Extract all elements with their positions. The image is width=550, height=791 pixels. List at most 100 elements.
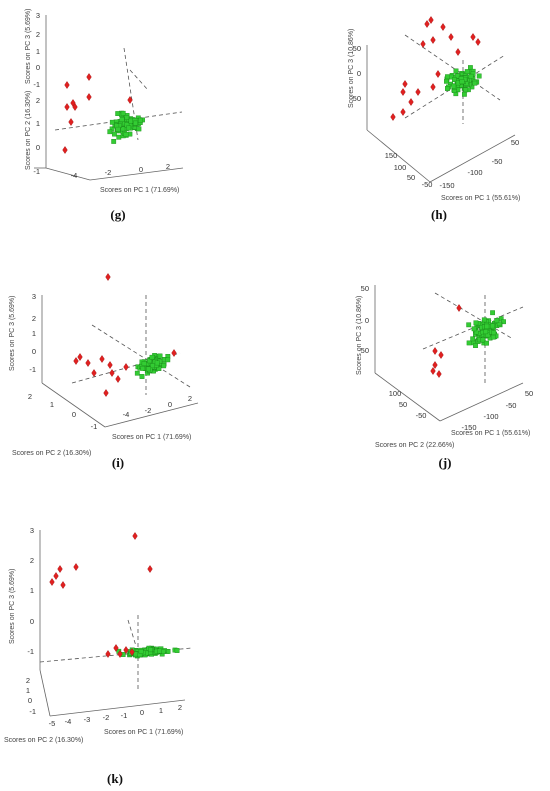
diamond-marker xyxy=(86,73,92,81)
square-marker xyxy=(463,87,469,93)
tick-label: 50 xyxy=(399,400,407,409)
square-marker xyxy=(126,125,132,131)
square-marker xyxy=(132,120,138,126)
square-marker xyxy=(481,317,487,323)
square-marker xyxy=(140,365,146,371)
tick-label: 1 xyxy=(30,586,34,595)
square-marker xyxy=(124,114,130,120)
square-marker xyxy=(454,73,460,79)
y-axis-line xyxy=(39,669,51,717)
square-marker xyxy=(115,126,121,132)
tick-label: -2 xyxy=(145,406,152,415)
square-marker xyxy=(111,138,117,144)
diamond-marker xyxy=(123,646,129,654)
tick-label: 0 xyxy=(168,400,172,409)
chart-h: 50 0 -50 150 100 50 -50 -150 -100 -50 50… xyxy=(348,16,520,202)
square-marker xyxy=(459,79,465,85)
x-axis-label: Scores on PC 1 (71.69%) xyxy=(104,729,183,736)
diamond-marker xyxy=(105,650,111,658)
diamond-marker xyxy=(91,369,97,377)
diamond-marker xyxy=(99,355,105,363)
square-marker xyxy=(146,366,151,372)
tick-label: -50 xyxy=(358,346,369,355)
y-axis-label: Scores on PC 2 (16.30%) xyxy=(4,737,83,744)
caption-g: (g) xyxy=(110,207,126,222)
caption-k: (k) xyxy=(107,771,123,786)
pc-axis-dashed xyxy=(434,292,514,340)
diamond-marker xyxy=(400,108,406,116)
tick-label: -50 xyxy=(416,411,427,420)
diamond-marker xyxy=(127,96,133,104)
diamond-marker xyxy=(402,80,408,88)
tick-label: -4 xyxy=(65,717,72,726)
y-axis-line xyxy=(41,382,106,428)
diamond-marker xyxy=(400,88,406,96)
diamond-marker xyxy=(77,353,83,361)
caption-i: (i) xyxy=(111,455,125,470)
square-marker xyxy=(120,110,126,116)
z-axis-label: Scores on PC 3 (5.69%) xyxy=(9,296,16,371)
diamond-marker xyxy=(123,363,129,371)
square-marker xyxy=(484,323,490,329)
caption-j: (j) xyxy=(438,455,452,470)
tick-label: 50 xyxy=(407,173,415,182)
tick-label: 0 xyxy=(365,316,369,325)
square-marker xyxy=(150,363,155,369)
diamond-marker xyxy=(408,98,414,106)
tick-label: -1 xyxy=(91,422,98,431)
square-marker xyxy=(115,111,121,117)
diamond-marker xyxy=(105,273,111,281)
chart-k: 3 2 1 0 -1 2 1 0 -1 -5 -4 -3 -2 -1 0 1 2… xyxy=(4,526,193,744)
tick-label: 2 xyxy=(30,556,34,565)
diamond-marker xyxy=(60,581,66,589)
pc-axis-dashed xyxy=(129,69,149,91)
tick-label: -1 xyxy=(33,80,40,89)
square-marker xyxy=(476,73,482,79)
pc-axis-dashed xyxy=(91,324,191,388)
tick-label: 2 xyxy=(178,703,182,712)
panel-k: 3 2 1 0 -1 2 1 0 -1 -5 -4 -3 -2 -1 0 1 2… xyxy=(0,520,275,791)
square-marker xyxy=(490,323,495,329)
tick-label: -50 xyxy=(350,94,361,103)
tick-label: -1 xyxy=(121,711,128,720)
square-marker xyxy=(111,131,117,137)
square-marker xyxy=(464,69,470,75)
square-marker xyxy=(128,118,134,124)
square-marker xyxy=(154,360,160,366)
tick-label: -50 xyxy=(506,401,517,410)
tick-label: 0 xyxy=(32,347,36,356)
tick-label: -50 xyxy=(422,180,433,189)
tick-label: -1 xyxy=(29,365,36,374)
diamond-marker xyxy=(415,88,421,96)
diamond-marker xyxy=(475,38,481,46)
diamond-marker xyxy=(432,361,438,369)
diamond-marker xyxy=(432,347,438,355)
chart-g: 3 2 1 0 -1 2 1 0 -1 -4 -2 0 2 Scores on … xyxy=(25,9,184,194)
x-axis-label: Scores on PC 1 (55.61%) xyxy=(451,430,530,437)
x-axis-line xyxy=(104,402,199,428)
diamond-marker xyxy=(62,146,68,154)
square-marker xyxy=(494,318,500,323)
tick-label: 0 xyxy=(36,143,40,152)
x-axis-label: Scores on PC 1 (55.61%) xyxy=(441,195,520,202)
square-marker xyxy=(174,648,180,653)
square-marker xyxy=(453,68,459,74)
panel-g: 3 2 1 0 -1 2 1 0 -1 -4 -2 0 2 Scores on … xyxy=(0,0,275,225)
diamond-marker xyxy=(171,349,177,357)
tick-label: -150 xyxy=(439,181,454,190)
diamond-marker xyxy=(86,93,92,101)
tick-label: -50 xyxy=(492,157,503,166)
pc-axis-dashed xyxy=(127,619,137,647)
square-marker xyxy=(444,78,449,84)
tick-label: -1 xyxy=(29,707,36,716)
x-axis-label: Scores on PC 1 (71.69%) xyxy=(112,434,191,441)
diamond-marker xyxy=(53,572,59,580)
z-axis-label: Scores on PC 3 (10.86%) xyxy=(348,29,355,108)
square-marker xyxy=(119,117,125,123)
tick-label: -1 xyxy=(33,167,40,176)
square-marker xyxy=(107,129,113,135)
tick-label: -150 xyxy=(461,423,476,432)
diamond-marker xyxy=(107,361,113,369)
square-marker xyxy=(445,74,450,80)
y-axis-label: Scores on PC 2 (16.30%) xyxy=(25,91,32,170)
